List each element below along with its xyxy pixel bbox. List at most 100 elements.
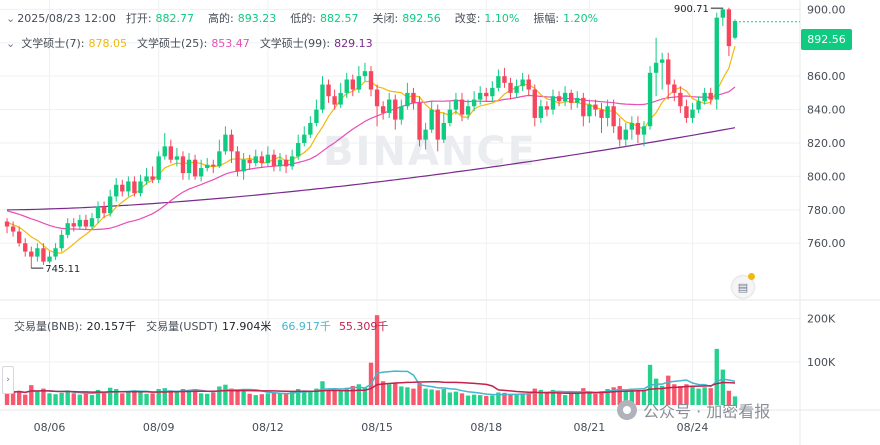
candle-body-14: [89, 218, 95, 227]
candle-body-60: [368, 71, 374, 90]
volume-bar-77: [471, 394, 477, 405]
volume-bar-67: [411, 388, 416, 405]
volume-bar-40: [247, 393, 252, 405]
volume-bar-58: [356, 384, 362, 405]
candle-23: [144, 168, 149, 185]
volume-bar-39: [241, 390, 246, 405]
candle-body-8: [53, 248, 58, 257]
candle-body-114: [696, 101, 701, 110]
volume-bar-46: [283, 392, 289, 405]
time-tick-6: 08/24: [677, 421, 709, 434]
candle-11: [71, 218, 76, 232]
collapse-panel-button[interactable]: ›: [2, 366, 14, 394]
candle-body-110: [672, 84, 677, 93]
candle-89: [544, 101, 550, 117]
candle-body-41: [253, 156, 258, 164]
candle-22: [138, 174, 143, 197]
open-label: 打开:: [125, 12, 152, 25]
book-icon[interactable]: ▤: [732, 276, 754, 298]
candle-86: [526, 74, 531, 97]
candle-body-22: [138, 181, 143, 194]
candle-30: [186, 153, 192, 180]
candle-body-47: [289, 156, 295, 167]
candle-body-11: [71, 223, 76, 227]
candle-body-66: [405, 92, 410, 107]
candle-body-54: [332, 96, 337, 105]
volume-legend: 交易量(BNB): 20.157千 交易量(USDT) 17.904米 66.9…: [14, 318, 392, 334]
candle-33: [205, 158, 210, 172]
candle-body-13: [83, 219, 89, 227]
volume-bar-66: [405, 387, 410, 405]
volume-bar-8: [53, 394, 58, 405]
change-value: 1.10%: [484, 11, 520, 25]
volume-bar-91: [556, 392, 562, 405]
volume-bar-70: [429, 389, 434, 405]
candle-body-77: [471, 99, 477, 107]
candle-57: [350, 74, 355, 97]
candle-body-83: [508, 82, 513, 93]
candle-51: [314, 99, 319, 127]
candle-body-84: [514, 86, 519, 93]
candle-111: [678, 86, 683, 113]
candle-49: [302, 126, 307, 147]
candle-20: [126, 176, 131, 197]
ma7-value: 878.05: [88, 36, 128, 50]
candle-39: [241, 153, 246, 180]
candle-2: [16, 226, 22, 247]
candle-93: [568, 89, 574, 110]
candle-body-70: [429, 109, 434, 130]
volume-bar-16: [101, 393, 107, 405]
volume-bar-4: [29, 385, 34, 405]
candle-46: [283, 154, 289, 174]
volume-bar-1: [10, 391, 16, 405]
volume-bar-20: [126, 391, 131, 405]
candle-body-37: [229, 134, 234, 152]
candle-0: [4, 218, 10, 234]
candle-body-27: [168, 146, 174, 160]
volume-bar-69: [423, 388, 428, 405]
candle-58: [356, 66, 362, 93]
candle-body-55: [338, 92, 343, 105]
candle-79: [484, 87, 489, 102]
dropdown-chevron-icon[interactable]: ⌄: [6, 11, 16, 25]
ma7-label: 文学硕士(7):: [21, 37, 85, 50]
candle-body-34: [211, 164, 216, 167]
dropdown-chevron-icon[interactable]: ⌄: [6, 36, 16, 50]
candle-body-0: [4, 221, 10, 227]
candle-40: [247, 154, 252, 170]
candle-70: [429, 101, 434, 133]
candle-107: [653, 37, 659, 97]
candle-52: [320, 76, 325, 113]
candle-31: [192, 154, 198, 180]
candle-body-96: [587, 104, 592, 117]
volume-axis: 200K 100K: [807, 313, 836, 369]
volume-bar-32: [198, 393, 204, 405]
candle-body-102: [623, 129, 628, 140]
candle-14: [89, 213, 95, 230]
time-tick-4: 08/18: [470, 421, 502, 434]
candle-body-92: [562, 92, 568, 102]
candle-body-45: [277, 159, 283, 167]
candle-25: [156, 151, 161, 184]
candle-body-57: [350, 79, 355, 90]
candle-1: [10, 221, 16, 237]
candle-body-73: [447, 109, 453, 123]
volume-bar-103: [629, 388, 635, 405]
candle-18: [114, 178, 119, 202]
volume-bar-38: [235, 389, 240, 405]
candle-42: [259, 151, 264, 169]
candle-7: [47, 251, 52, 264]
candle-41: [253, 149, 258, 167]
candle-body-97: [593, 104, 598, 110]
candle-74: [453, 92, 459, 115]
candle-97: [593, 99, 598, 117]
candle-body-36: [223, 134, 228, 152]
candle-body-48: [296, 142, 301, 157]
candle-61: [374, 84, 380, 127]
volume-bar-97: [593, 393, 598, 405]
volume-bar-44: [271, 392, 277, 405]
candle-body-118: [720, 9, 726, 18]
volume-bar-49: [302, 390, 307, 405]
candle-34: [211, 159, 216, 174]
candle-body-103: [629, 122, 635, 130]
